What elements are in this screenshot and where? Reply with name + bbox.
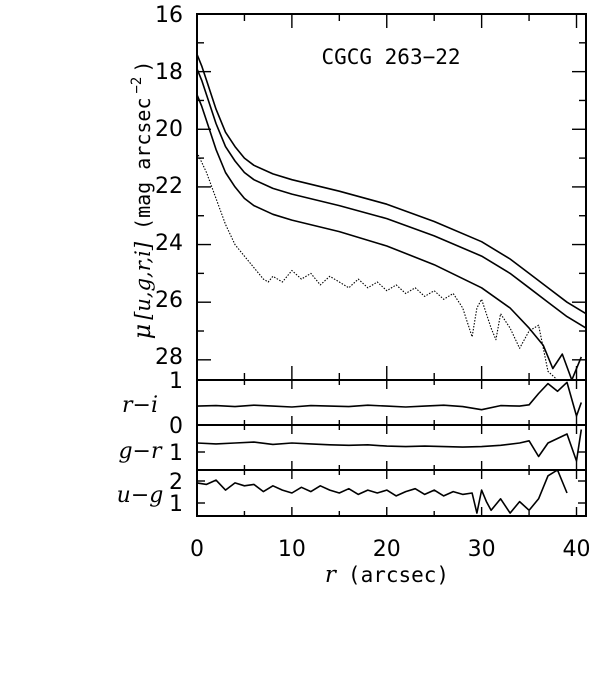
color-line-r-i: [197, 381, 583, 417]
y-tick-label-mu: 22: [155, 174, 183, 199]
y-tick-label-r-i: 1: [169, 369, 183, 394]
y-axis-label-bands: [u,g,r,i]: [131, 241, 155, 320]
y-axis-label-exponent: −2: [129, 77, 145, 94]
y-tick-label-mu: 18: [155, 60, 183, 85]
y-axis-label-symbol: μ: [128, 324, 156, 340]
panel-label-u-g: u−g: [117, 483, 164, 508]
series-layer: [197, 53, 586, 514]
panel-label-r-i: r−i: [122, 393, 158, 418]
profile-line-g: [197, 94, 583, 380]
y-tick-label-mu: 26: [155, 288, 183, 313]
y-tick-label-mu: 28: [155, 345, 183, 370]
x-axis-label-symbol: r: [325, 562, 338, 588]
chart-title: CGCG 263−22: [321, 45, 460, 69]
y-tick-label-u-g: 1: [169, 492, 183, 517]
tick-marks: [196, 13, 586, 516]
color-line-g-r: [197, 429, 583, 462]
profile-line-r: [197, 68, 586, 329]
x-tick-label: 30: [468, 537, 496, 562]
x-tick-label: 0: [190, 537, 204, 562]
y-axis-label-close: ): [131, 61, 155, 73]
y-tick-label-g-r: 1: [169, 441, 183, 466]
y-tick-label-mu: 16: [155, 3, 183, 28]
y-axis-label: μ [u,g,r,i] (mag arcsec −2 ): [128, 61, 156, 340]
panel-label-g-r: g−r: [118, 439, 163, 464]
x-tick-label: 10: [278, 537, 306, 562]
y-tick-label-mu: 24: [155, 231, 183, 256]
y-tick-label-r-i: 0: [169, 414, 183, 439]
x-tick-label: 40: [563, 537, 591, 562]
x-tick-label: 20: [373, 537, 401, 562]
x-axis-label: r (arcsec): [325, 562, 449, 588]
profile-line-i: [197, 53, 586, 315]
plot-frame: [196, 13, 587, 517]
x-axis-label-unit: (arcsec): [348, 563, 449, 587]
plot-border: [196, 13, 587, 517]
y-tick-label-u-g: 2: [169, 470, 183, 495]
profile-line-u: [197, 152, 558, 380]
y-axis-label-unit: (mag arcsec: [131, 98, 155, 230]
y-tick-label-mu: 20: [155, 117, 183, 142]
color-line-u-g: [197, 470, 568, 514]
